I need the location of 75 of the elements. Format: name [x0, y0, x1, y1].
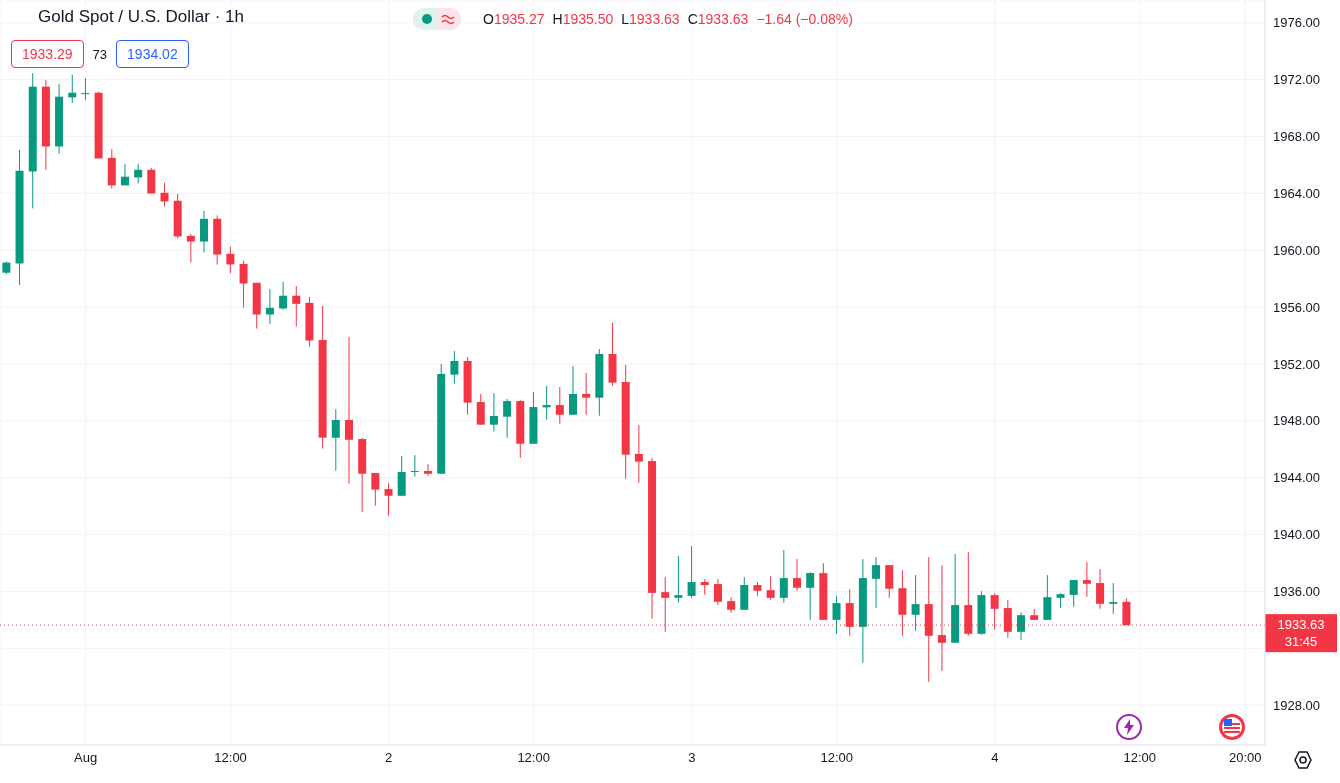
annotation: 73 — [92, 46, 108, 62]
y-tick-label: 1960.00 — [1273, 242, 1320, 258]
y-tick-label: 1944.00 — [1273, 470, 1320, 486]
candlestick — [81, 77, 90, 101]
x-tick-label: Aug — [74, 750, 98, 766]
annotation: C1933.63 — [687, 11, 749, 27]
candlestick — [885, 564, 894, 599]
candlestick — [911, 574, 920, 632]
candlestick — [186, 233, 195, 263]
y-tick-label: 1956.00 — [1273, 299, 1320, 315]
y-tick-label: 1948.00 — [1273, 413, 1320, 429]
candlestick — [634, 424, 643, 484]
candlestick — [344, 336, 353, 485]
candlestick — [489, 392, 498, 433]
candlestick — [1096, 568, 1105, 610]
candlestick — [582, 372, 591, 416]
candlestick — [292, 285, 301, 328]
y-tick-label: 1976.00 — [1273, 15, 1320, 31]
candlestick — [226, 246, 235, 274]
candlestick — [424, 463, 433, 477]
x-tick-label: 2 — [385, 750, 393, 766]
annotation: −1.64 (−0.08%) — [756, 11, 853, 27]
x-tick-label: 12:00 — [214, 750, 247, 766]
y-tick-label: 1972.00 — [1273, 72, 1320, 88]
y-tick-label: 1968.00 — [1273, 129, 1320, 145]
candlestick — [371, 472, 380, 507]
candlestick — [450, 350, 459, 385]
chart-title: Gold Spot / U.S. Dollar · 1h — [38, 7, 244, 27]
candlestick — [1043, 574, 1052, 621]
candlestick — [766, 575, 775, 601]
candlestick — [160, 182, 169, 207]
candlestick — [265, 288, 274, 325]
candlestick — [134, 163, 143, 184]
candlestick — [793, 558, 801, 592]
candlestick — [200, 210, 209, 253]
candlestick — [410, 454, 419, 478]
candlestick — [806, 571, 815, 621]
annotation: L1933.63 — [621, 11, 680, 27]
x-tick-label: 12:00 — [1123, 750, 1157, 766]
candlestick — [1017, 611, 1026, 641]
candlestick — [779, 549, 788, 604]
ref-line-label: 1933.63 — [1277, 617, 1325, 633]
y-tick-label: 1936.00 — [1273, 584, 1320, 600]
annotation: O1935.27 — [483, 11, 545, 27]
candlestick — [384, 482, 393, 517]
candlestick — [713, 578, 722, 606]
annotation: 1933.29 — [11, 40, 84, 68]
candlestick — [687, 545, 696, 599]
y-tick-label: 1940.00 — [1273, 527, 1320, 543]
candlestick — [503, 398, 512, 439]
candlestick — [568, 365, 577, 416]
x-tick-label: 20:00 — [1228, 750, 1262, 766]
y-tick-label: 1964.00 — [1273, 185, 1320, 201]
annotation: 1934.02 — [116, 40, 189, 68]
candlestick — [555, 386, 564, 425]
annotation: H1935.50 — [552, 11, 614, 27]
y-tick-label: 1928.00 — [1273, 697, 1320, 713]
candlestick — [1109, 582, 1118, 615]
candlestick — [397, 455, 406, 497]
candlestick — [239, 260, 248, 309]
candlestick — [674, 555, 683, 604]
candlestick — [872, 556, 881, 609]
candlestick — [279, 281, 288, 311]
candlestick — [832, 595, 841, 635]
candlestick — [1082, 561, 1091, 598]
x-tick-label: 3 — [688, 750, 696, 766]
candlestick — [476, 393, 485, 426]
text: 31:45 — [1284, 634, 1318, 650]
y-tick-label: 1952.00 — [1273, 356, 1320, 372]
candlestick — [331, 408, 340, 472]
x-tick-label: 12:00 — [517, 750, 550, 766]
x-tick-label: 4 — [991, 750, 999, 766]
candlestick — [147, 167, 156, 194]
x-tick-label: 12:00 — [820, 750, 854, 766]
candlestick — [1069, 579, 1078, 608]
